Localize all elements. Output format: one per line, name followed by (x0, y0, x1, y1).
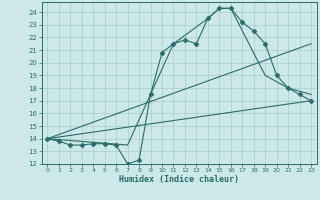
X-axis label: Humidex (Indice chaleur): Humidex (Indice chaleur) (119, 175, 239, 184)
